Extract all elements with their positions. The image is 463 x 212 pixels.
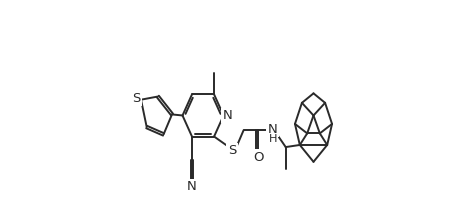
Text: N: N <box>267 123 277 136</box>
Text: O: O <box>252 151 263 164</box>
Text: N: N <box>222 109 232 122</box>
Text: S: S <box>132 92 140 105</box>
Text: H: H <box>268 134 276 144</box>
Text: S: S <box>227 144 236 157</box>
Text: N: N <box>187 180 196 193</box>
